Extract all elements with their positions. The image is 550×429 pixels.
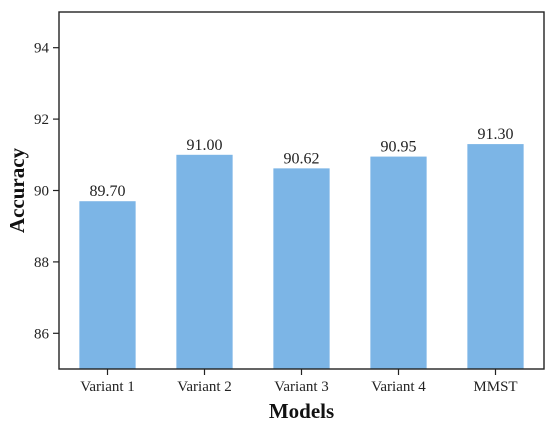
x-axis: Variant 1 Variant 2 Variant 3 Variant 4 MMST — [80, 369, 518, 395]
y-tick-label: 90 — [34, 184, 49, 200]
bar — [273, 168, 330, 369]
bar-value-label: 90.62 — [284, 150, 320, 167]
bar — [370, 156, 427, 369]
bar — [79, 201, 136, 369]
y-axis-title: Accuracy — [5, 147, 29, 233]
x-axis-title: Models — [269, 399, 334, 423]
x-tick-label: Variant 3 — [274, 379, 329, 395]
x-tick-label: MMST — [473, 379, 517, 395]
y-axis: 86 88 90 92 94 — [34, 41, 59, 342]
bar — [176, 154, 233, 369]
bar — [467, 144, 524, 369]
bar-value-label: 91.30 — [478, 126, 514, 143]
plot-frame — [58, 11, 545, 370]
y-tick-label: 86 — [34, 326, 50, 342]
x-tick-label: Variant 1 — [80, 379, 135, 395]
bar-value-label: 89.70 — [90, 183, 126, 200]
bar-series — [79, 144, 524, 369]
x-tick-label: Variant 2 — [177, 379, 232, 395]
bar-value-label: 91.00 — [187, 137, 223, 154]
y-tick-label: 88 — [34, 255, 49, 271]
bar-value-label: 90.95 — [381, 139, 417, 156]
data-labels: 89.70 91.00 90.62 90.95 91.30 — [90, 126, 514, 200]
y-tick-label: 92 — [34, 112, 49, 128]
y-tick-label: 94 — [34, 41, 50, 57]
x-tick-label: Variant 4 — [371, 379, 426, 395]
